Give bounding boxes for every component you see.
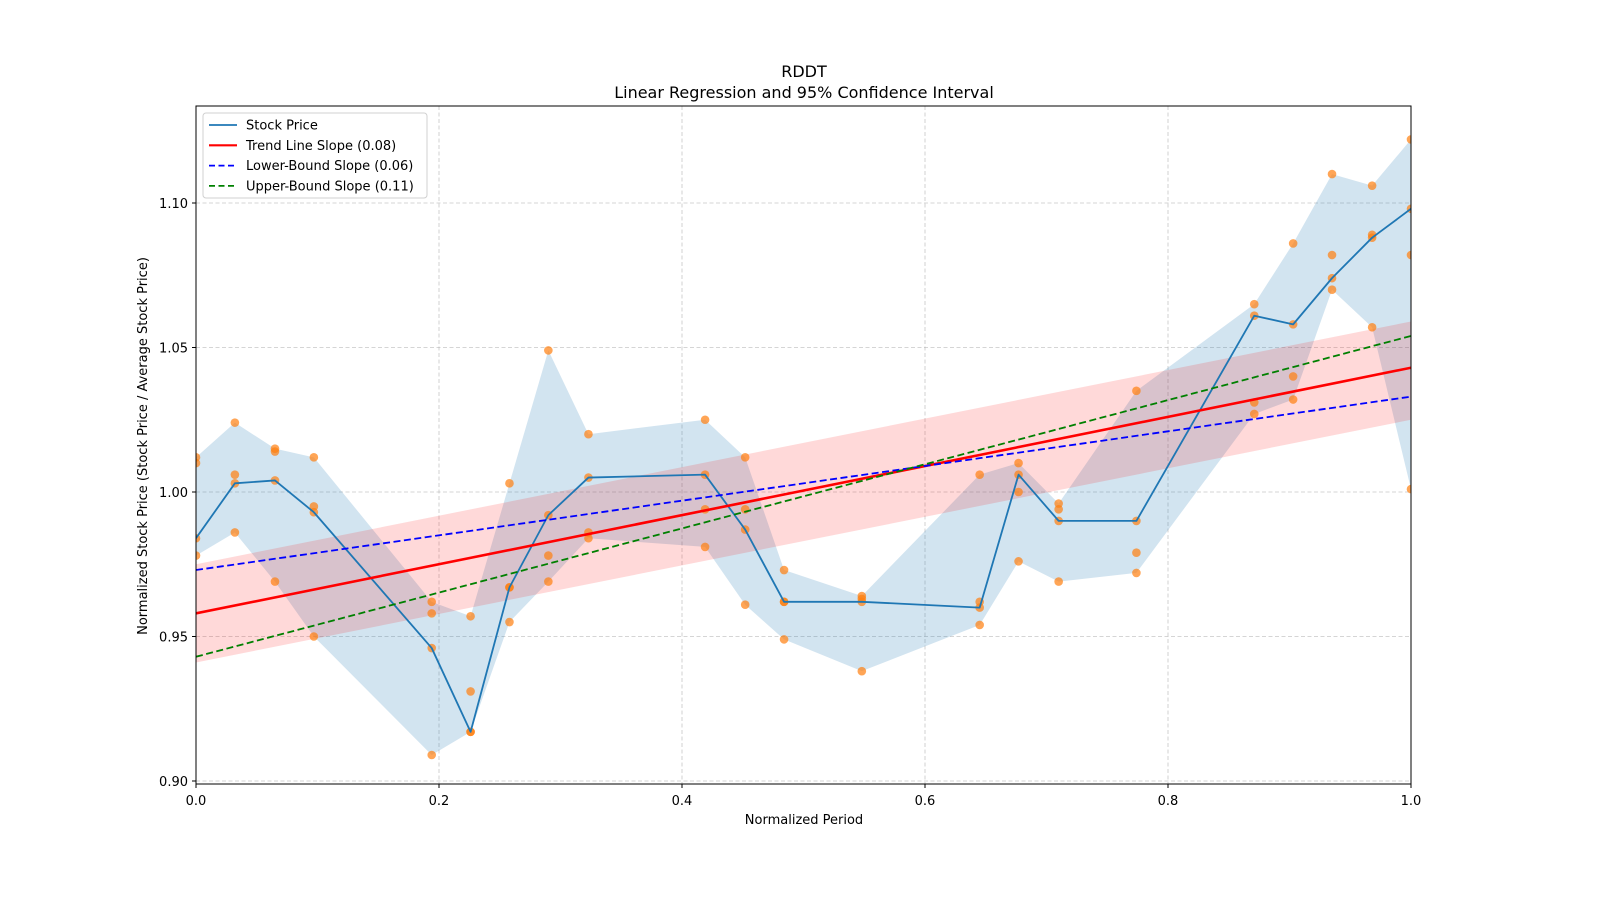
scatter-point [1014,557,1023,566]
plot-area [196,106,1411,784]
y-tick-label: 0.90 [159,775,188,790]
scatter-point [309,632,319,641]
scatter-point [1014,458,1023,468]
lower-bound-line [196,395,1411,571]
scatter-point [740,600,750,610]
scatter-point [1406,135,1411,144]
scatter-point [975,620,984,630]
x-tick-label: 1.0 [1401,794,1422,809]
scatter-point [1367,322,1377,332]
axes: 0.0 0.2 0.4 0.6 0.8 1.0 0.90 0.95 1.00 1.05 1.10 [159,105,1422,809]
scatter-point [1327,250,1337,260]
scatter-point [466,687,475,696]
scatter-point [427,609,437,618]
scatter-point [230,418,240,427]
scatter-point [466,611,475,621]
legend-trend-line-label: Trend Line Slope (0.08) [245,139,396,154]
chart-title: RDDT [781,62,827,81]
scatter-point [1132,548,1141,557]
scatter-point [740,453,750,462]
scatter-point [700,415,710,425]
scatter-point [427,750,437,760]
axes-frame [195,105,1412,785]
scatter-point [584,429,593,439]
scatter-point [1367,181,1377,190]
scatter-point [230,470,240,479]
scatter-point [230,528,240,537]
x-tick-label: 0.6 [915,794,936,809]
scatter-point [779,565,789,575]
legend-upper-bound-label: Upper-Bound Slope (0.11) [246,179,414,194]
scatter-point [505,617,514,627]
scatter-point [505,479,514,488]
legend: Stock Price Trend Line Slope (0.08) Lower-… [202,112,428,199]
scatter-point [584,533,593,543]
scatter-point [1327,285,1337,295]
stock-price-line [196,208,1411,733]
scatter-point [1406,484,1411,494]
scatter-point [196,551,201,560]
scatter-point [544,551,553,560]
scatter-point [544,346,553,355]
scatter-point [1054,505,1063,514]
scatter-point [1054,577,1063,586]
scatter-point [1288,395,1298,404]
trend-confidence-band [196,321,1411,663]
scatter-point [1288,239,1298,248]
x-tick-label: 0.4 [672,794,693,809]
legend-box [202,112,428,199]
y-tick-label: 0.95 [159,631,188,646]
scatter-point [309,453,319,462]
scatter-point [270,577,280,586]
scatter-point [1288,372,1298,381]
y-tick-label: 1.10 [159,197,188,212]
scatter-point [1249,299,1259,309]
x-tick-label: 0.0 [186,794,207,809]
scatter-point [544,577,553,586]
scatter-point [700,542,710,552]
scatter-point [779,635,789,644]
scatter-point [1014,487,1023,497]
chart-subtitle: Linear Regression and 95% Confidence Int… [614,83,994,102]
scatter-point [857,666,867,676]
scatter-point [975,470,984,479]
scatter-point [1132,386,1141,396]
scatter-point [270,447,280,456]
legend-stock-price-label: Stock Price [246,119,318,134]
x-tick-label: 0.8 [1158,794,1179,809]
y-tick-label: 1.00 [159,486,188,501]
y-tick-label: 1.05 [159,342,188,357]
legend-lower-bound-label: Lower-Bound Slope (0.06) [246,159,413,174]
scatter-point [1406,250,1411,260]
scatter-point [1327,169,1337,179]
y-axis-label: Normalized Stock Price (Stock Price / Av… [136,257,151,635]
x-axis-label: Normalized Period [745,813,863,828]
plot-content [196,106,1411,784]
trend-line [196,366,1411,615]
scatter-point [196,458,201,468]
scatter-point [427,597,437,607]
x-tick-label: 0.2 [429,794,450,809]
scatter-point [1249,409,1259,419]
price-range-band [196,139,1411,755]
scatter-point [1132,568,1141,578]
